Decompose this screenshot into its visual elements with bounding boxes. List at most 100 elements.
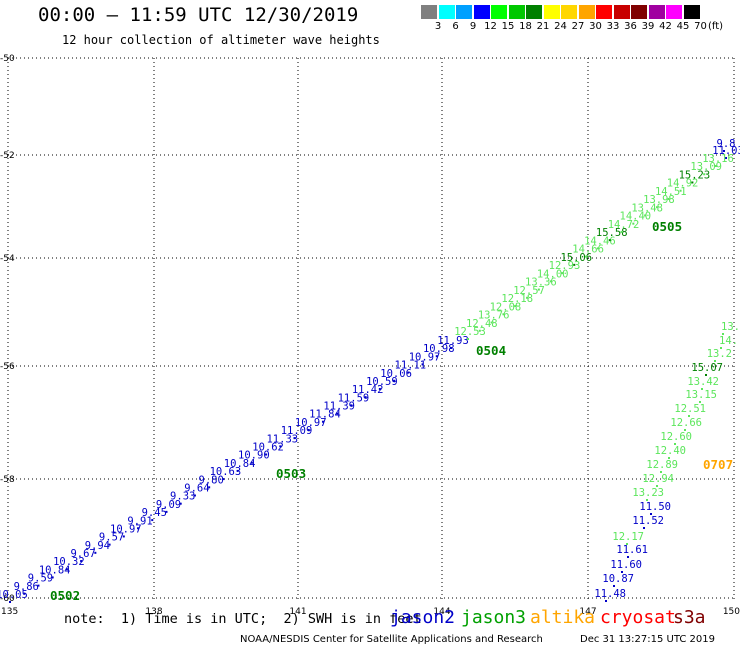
track-sample-dot: [435, 355, 438, 358]
track-sample-dot: [65, 568, 68, 571]
legend-swatch: [613, 5, 630, 19]
wave-height-jason3: 13.23: [632, 487, 664, 499]
legend-swatch-label: 70: [694, 21, 707, 32]
footnote: note: 1) Time is in UTC; 2) SWH is in fe…: [64, 611, 422, 627]
track-sample-dot: [674, 443, 676, 445]
track-sample-dot: [646, 499, 648, 501]
track-sample-dot: [643, 527, 645, 529]
wave-height-jason3: 13.2: [707, 348, 732, 360]
wave-height-jason3: 14.66: [572, 244, 604, 256]
track-sample-dot: [137, 527, 140, 530]
wave-height-jason3: 12.60: [660, 431, 692, 443]
track-sample-dot: [9, 601, 11, 603]
wave-height-jason3: 12.89: [646, 459, 678, 471]
track-time-label: 0503: [276, 466, 306, 481]
wave-height-jason3: 14.92: [667, 178, 699, 190]
legend-swatch-label: 33: [606, 21, 620, 32]
track-sample-dot: [701, 388, 703, 390]
wave-height-jason2: 9.64: [184, 482, 209, 494]
legend-swatch-label: 30: [589, 21, 602, 32]
track-sample-dot: [632, 222, 635, 225]
track-sample-dot: [705, 374, 707, 376]
track-sample-dot: [80, 560, 83, 563]
legend-swatch-label: 18: [519, 21, 532, 32]
wave-height-jason2: 11.42: [352, 384, 384, 396]
legend-swatch-label: 6: [452, 21, 459, 32]
wave-height-jason3: 14.72: [608, 219, 640, 231]
track-sample-dot: [250, 461, 253, 464]
track-sample-dot: [573, 263, 576, 266]
legend-swatch: [421, 5, 437, 19]
wave-height-jason3: 14.46: [584, 235, 616, 247]
track-sample-dot: [660, 471, 662, 473]
latitude-label: -50: [0, 54, 15, 64]
wave-height-jason2: 9.67: [70, 548, 95, 560]
track-sample-dot: [293, 437, 296, 440]
track-sample-dot: [691, 181, 694, 184]
track-sample-dot: [605, 600, 607, 602]
track-sample-dot: [626, 543, 628, 545]
legend-swatch: [596, 5, 612, 19]
track-sample-dot: [667, 197, 670, 200]
generation-timestamp: Dec 31 13:27:15 UTC 2019: [580, 634, 715, 645]
wave-height-jason2: 10.97: [295, 417, 327, 429]
wave-height-jason3: 13.36: [525, 277, 557, 289]
wave-height-jason2: 9.33: [170, 491, 195, 503]
track-sample-dot: [720, 347, 722, 349]
latitude-label: -56: [0, 362, 15, 372]
wave-height-jason2: 11.39: [323, 401, 355, 413]
legend-swatch-label: 45: [676, 21, 690, 32]
track-sample-dot: [608, 239, 611, 242]
wave-height-jason2: 9.09: [156, 499, 181, 511]
track-sample-dot: [407, 371, 410, 374]
track-sample-dot: [321, 420, 324, 423]
wave-height-jason2: 11.50: [639, 501, 671, 513]
satellite-label-altika: altika: [530, 607, 596, 628]
legend-swatch: [543, 5, 560, 19]
track-sample-dot: [644, 214, 647, 217]
track-sample-dot: [193, 494, 196, 497]
track-sample-dot: [165, 510, 168, 513]
wave-height-jason2: 11.11: [395, 360, 427, 372]
track-sample-dot: [621, 571, 623, 573]
page-subtitle: 12 hour collection of altimeter wave hei…: [62, 33, 380, 47]
wave-height-jason2: 11.48: [594, 588, 626, 600]
wave-height-jason2: 9.86: [14, 581, 39, 593]
legend-swatch-label: 39: [641, 21, 655, 32]
track-sample-dot: [37, 584, 40, 587]
track-sample-dot: [668, 457, 670, 459]
wave-height-jason2: 10.05: [0, 589, 28, 601]
legend-swatch-label: 9: [469, 21, 477, 32]
wave-height-jason2: 10.59: [366, 376, 398, 388]
wave-height-jason3: 12.08: [490, 301, 522, 313]
wave-height-jason2: 11.09: [281, 425, 313, 437]
wave-height-jason2: 10.97: [409, 351, 441, 363]
legend-swatch-label: 27: [571, 21, 585, 32]
track-time-label: 0505: [652, 219, 682, 234]
wave-height-jason3: 12.53: [454, 326, 486, 338]
track-sample-dot: [122, 535, 125, 538]
page-title: 00:00 – 11:59 UTC 12/30/2019: [38, 4, 359, 26]
wave-height-jason2: 9.80: [199, 474, 224, 486]
wave-height-jason2: 11.61: [616, 544, 648, 556]
wave-height-jason3: 12.57: [513, 285, 545, 297]
track-sample-dot: [537, 288, 540, 291]
track-sample-dot: [715, 165, 717, 167]
legend-swatch-label: 36: [624, 21, 637, 32]
track-sample-dot: [655, 206, 658, 209]
track-sample-dot: [679, 189, 682, 192]
track-sample-dot: [699, 401, 701, 403]
track-sample-dot: [364, 396, 367, 399]
track-sample-dot: [650, 513, 652, 515]
latitude-label: -58: [0, 475, 15, 485]
legend-swatch-label: 42: [659, 21, 672, 32]
legend-swatch: [438, 5, 455, 19]
legend-unit-label: (ft): [708, 21, 724, 32]
track-sample-dot: [585, 255, 588, 258]
wave-height-jason2: 9.57: [99, 532, 124, 544]
wave-height-jason3: 12.40: [654, 445, 686, 457]
track-sample-dot: [222, 478, 225, 481]
legend-swatch: [683, 5, 700, 19]
wave-height-jason2: 9.91: [127, 515, 152, 527]
legend-swatch: [473, 5, 490, 19]
